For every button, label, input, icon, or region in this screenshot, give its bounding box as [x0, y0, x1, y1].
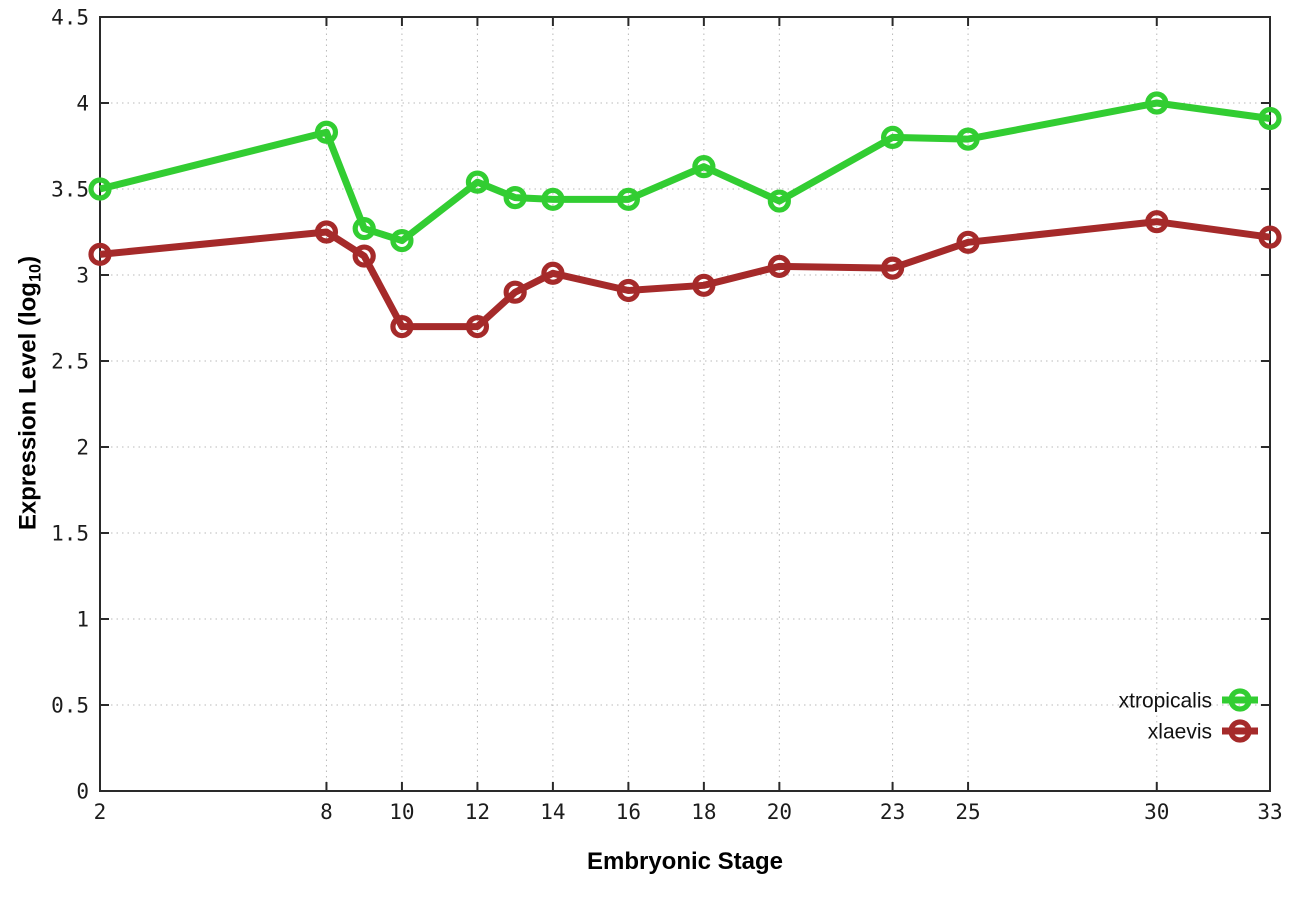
x-tick-label: 16: [616, 800, 641, 824]
y-tick-label: 2.5: [51, 350, 89, 374]
y-tick-label: 0: [76, 780, 89, 804]
data-point-marker-xtropicalis: [616, 187, 640, 211]
x-tick-label: 18: [691, 800, 716, 824]
data-point-marker-xtropicalis: [465, 170, 490, 194]
data-point-marker-xtropicalis: [503, 186, 527, 210]
x-tick-label: 12: [465, 800, 490, 824]
series-line-xtropicalis: [99, 99, 1271, 245]
y-axis-title-main: Expression Level (log: [14, 282, 42, 531]
x-tick-label: 30: [1144, 800, 1169, 824]
data-point-marker-xlaevis: [880, 256, 905, 280]
y-tick-label: 4: [76, 92, 89, 116]
data-point-marker-xtropicalis: [692, 155, 716, 179]
x-tick-label: 20: [767, 800, 792, 824]
y-tick-label: 1.5: [51, 522, 89, 546]
x-tick-label: 2: [94, 800, 107, 824]
series-line-xlaevis: [99, 218, 1271, 331]
legend-marker-icon-xlaevis: [1228, 719, 1252, 743]
data-point-marker-xtropicalis: [541, 187, 565, 211]
x-tick-label: 23: [880, 800, 905, 824]
y-tick-label: 3.5: [51, 178, 89, 202]
legend-label-xtropicalis: xtropicalis: [1119, 690, 1212, 713]
data-point-marker-xlaevis: [390, 315, 414, 339]
data-point-marker-xlaevis: [503, 280, 527, 304]
data-point-marker-xlaevis: [541, 261, 565, 285]
y-tick-label: 1: [76, 608, 89, 632]
data-point-marker-xtropicalis: [956, 127, 980, 151]
legend-marker-icon-xtropicalis: [1228, 688, 1252, 712]
y-axis-title-end: ): [14, 255, 42, 264]
data-point-marker-xlaevis: [767, 254, 791, 278]
data-point-marker-xlaevis: [1145, 210, 1169, 234]
y-axis-title-subscript: 10: [26, 263, 45, 283]
data-point-marker-xtropicalis: [880, 125, 905, 149]
data-point-marker-xtropicalis: [1258, 106, 1282, 131]
legend-label-xlaevis: xlaevis: [1148, 721, 1212, 744]
data-point-marker-xtropicalis: [88, 177, 112, 201]
data-point-marker-xlaevis: [956, 230, 980, 254]
data-point-marker-xtropicalis: [352, 216, 376, 241]
data-point-marker-xlaevis: [616, 278, 640, 303]
y-tick-label: 4.5: [51, 6, 89, 30]
y-tick-label: 3: [76, 264, 89, 288]
y-tick-label: 0.5: [51, 694, 89, 718]
x-tick-label: 10: [389, 800, 414, 824]
data-point-marker-xlaevis: [352, 244, 376, 268]
x-axis-title: Embryonic Stage: [586, 848, 784, 875]
data-point-marker-xlaevis: [88, 242, 112, 266]
data-point-marker-xlaevis: [692, 273, 716, 297]
y-tick-label: 2: [76, 436, 89, 460]
data-point-marker-xlaevis: [1258, 225, 1282, 249]
x-tick-label: 8: [320, 800, 333, 824]
x-tick-label: 33: [1257, 800, 1282, 824]
plot-border: [99, 16, 1271, 792]
x-tick-label: 14: [540, 800, 565, 824]
data-point-marker-xtropicalis: [314, 120, 339, 144]
data-point-marker-xtropicalis: [390, 229, 414, 253]
data-point-marker-xlaevis: [314, 220, 339, 244]
x-tick-label: 25: [955, 800, 980, 824]
data-point-marker-xtropicalis: [1145, 91, 1169, 115]
data-point-marker-xtropicalis: [767, 189, 791, 213]
data-point-marker-xlaevis: [465, 315, 490, 339]
y-axis-title: Expression Level (log10): [15, 256, 46, 530]
